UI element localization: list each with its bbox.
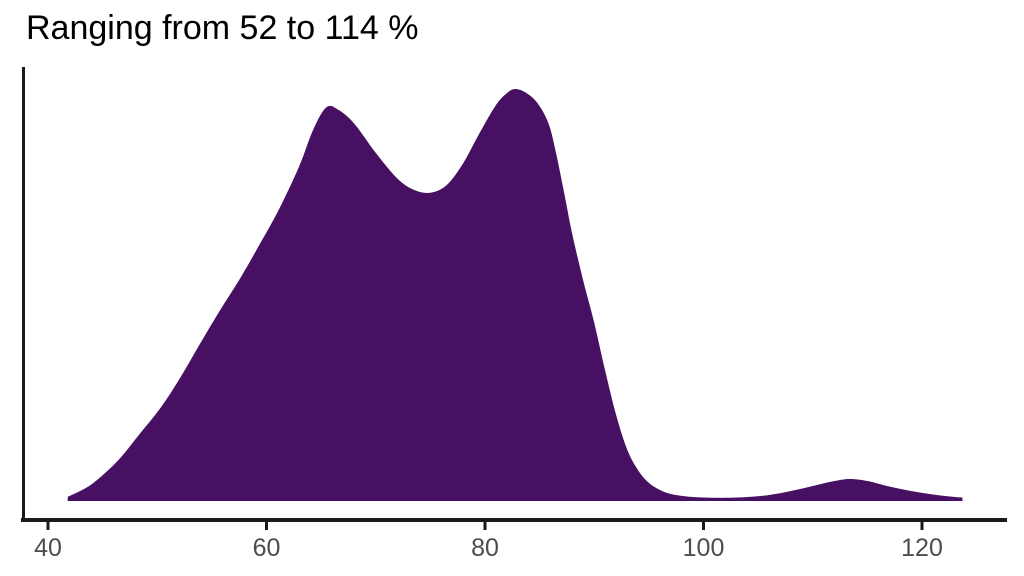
density-area [67,89,963,501]
chart-title: Ranging from 52 to 114 % [26,9,419,47]
x-tick-label: 60 [253,534,281,562]
x-tick-label: 100 [683,534,725,562]
x-tick-label: 120 [901,534,943,562]
x-axis-ticks [46,522,924,530]
x-tick-label: 40 [34,534,62,562]
x-tick-label: 80 [471,534,499,562]
x-axis-tick-labels: 40 60 80 100 120 [34,534,943,562]
